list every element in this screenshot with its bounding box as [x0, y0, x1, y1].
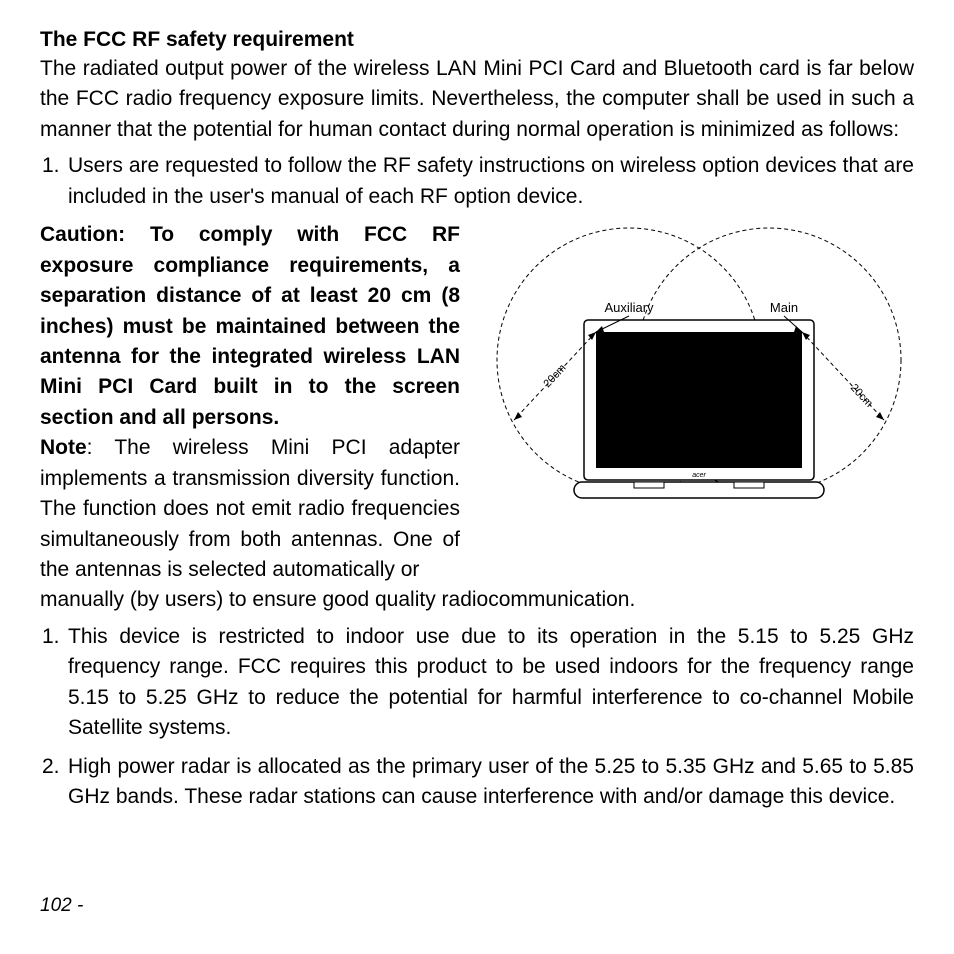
note-paragraph-full: manually (by users) to ensure good quali… — [40, 585, 914, 615]
page-number: 102 - — [40, 895, 83, 917]
note-body-narrow: : The wireless Mini PCI adapter implemen… — [40, 436, 460, 581]
note-paragraph-narrow: Note: The wireless Mini PCI adapter impl… — [40, 433, 460, 585]
list1-item-1-text: Users are requested to follow the RF saf… — [68, 154, 914, 207]
list-number: 1. — [42, 151, 68, 181]
auxiliary-label: Auxiliary — [604, 300, 654, 315]
note-label: Note — [40, 436, 87, 459]
main-label: Main — [770, 300, 798, 315]
antenna-diagram: Auxiliary Main acer 20cm — [484, 220, 914, 530]
list2-item-1-text: This device is restricted to indoor use … — [68, 625, 914, 739]
caution-paragraph: Caution: To comply with FCC RF exposure … — [40, 220, 460, 433]
section-heading: The FCC RF safety requirement — [40, 28, 914, 52]
svg-text:acer: acer — [692, 472, 706, 479]
intro-paragraph: The radiated output power of the wireles… — [40, 54, 914, 145]
list1-item-1: 1.Users are requested to follow the RF s… — [68, 151, 914, 212]
list2-item-2: 2.High power radar is allocated as the p… — [68, 752, 914, 813]
list2-item-1: 1.This device is restricted to indoor us… — [68, 622, 914, 744]
list-number: 1. — [42, 622, 68, 652]
distance-left: 20cm — [541, 362, 568, 390]
list-number: 2. — [42, 752, 68, 782]
list2-item-2-text: High power radar is allocated as the pri… — [68, 755, 914, 808]
